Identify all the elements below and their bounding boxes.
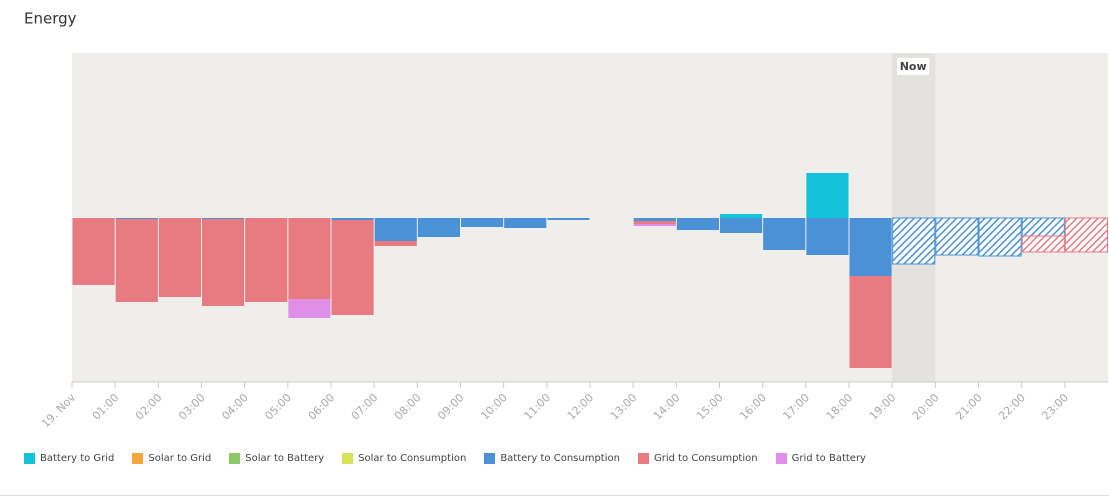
legend-item[interactable]: Grid to Consumption [637, 453, 758, 464]
bar [1064, 217, 1109, 253]
x-tick-label: 20:00 [910, 391, 942, 423]
x-tick-label: 01:00 [90, 391, 122, 423]
x-tick-label: 04:00 [219, 391, 251, 423]
bar [892, 217, 936, 265]
legend-label: Solar to Battery [245, 453, 325, 464]
legend-label: Battery to Consumption [500, 453, 620, 464]
legend-swatch [775, 453, 787, 464]
bar [806, 218, 849, 255]
legend-swatch [484, 453, 496, 464]
x-tick-label: 09:00 [435, 391, 467, 423]
now-label: Now [900, 60, 927, 73]
bar [1021, 235, 1065, 253]
bar [115, 219, 158, 302]
bar [202, 219, 245, 306]
bar [417, 218, 460, 237]
x-tick-label: 07:00 [349, 391, 381, 423]
legend-item[interactable]: Grid to Battery [775, 453, 866, 464]
bar [676, 218, 719, 230]
bar [245, 218, 288, 302]
bar [849, 276, 892, 368]
bar [288, 218, 331, 299]
legend: Battery to Grid Solar to Grid Solar to Bat… [24, 453, 866, 464]
bar [288, 299, 331, 318]
x-tick-label: 06:00 [306, 391, 338, 423]
chart-title: Energy [24, 10, 77, 28]
x-tick-label: 05:00 [262, 391, 294, 423]
x-tick-label: 22:00 [996, 391, 1028, 423]
legend-item[interactable]: Solar to Consumption [342, 453, 466, 464]
legend-swatch [342, 453, 354, 464]
bar [935, 217, 979, 256]
now-label-box [897, 58, 930, 75]
x-tick-label: 18:00 [824, 391, 856, 423]
legend-label: Solar to Grid [148, 453, 212, 464]
bar [374, 218, 417, 241]
x-tick-label: 14:00 [651, 391, 683, 423]
legend-item[interactable]: Battery to Consumption [484, 453, 620, 464]
bar [547, 218, 590, 220]
bar [633, 218, 676, 221]
bar [504, 218, 547, 228]
bar [331, 220, 374, 315]
x-tick-label: 02:00 [133, 391, 165, 423]
legend-label: Solar to Consumption [358, 453, 467, 464]
x-tick-label: 11:00 [521, 391, 553, 423]
bar [461, 218, 504, 227]
divider [0, 495, 1109, 496]
x-tick-label: 10:00 [478, 391, 510, 423]
legend-item[interactable]: Solar to Grid [132, 453, 211, 464]
bar [633, 224, 676, 226]
legend-item[interactable]: Battery to Grid [24, 453, 114, 464]
x-tick-label: 23:00 [1039, 391, 1071, 423]
legend-swatch [132, 453, 144, 464]
x-tick-label: 03:00 [176, 391, 208, 423]
x-tick-label: 13:00 [608, 391, 640, 423]
bar [720, 214, 763, 218]
chart: Energy Now 19. Nov 01:00 02:00 03:00 04:00 05:… [24, 10, 1109, 431]
bar [763, 218, 806, 250]
bar [115, 218, 158, 219]
x-tick-label: 19:00 [867, 391, 899, 423]
x-tick-label: 15:00 [694, 391, 726, 423]
bar [978, 217, 1022, 257]
legend-label: Grid to Battery [791, 453, 866, 464]
bar [72, 218, 115, 285]
bar [633, 221, 676, 224]
bar [158, 218, 201, 297]
legend-label: Grid to Consumption [653, 453, 758, 464]
x-tick-label: 19. Nov [39, 391, 79, 431]
bar [1021, 217, 1065, 237]
legend-swatch [637, 453, 649, 464]
bar [806, 173, 849, 218]
legend-swatch [24, 453, 35, 464]
bar [720, 218, 763, 233]
bar [849, 218, 892, 276]
legend-item[interactable]: Solar to Battery [229, 453, 324, 464]
legend-label: Battery to Grid [40, 453, 115, 464]
x-tick-label: 12:00 [565, 391, 597, 423]
bar [331, 218, 374, 220]
x-tick-label: 21:00 [953, 391, 985, 423]
x-tick-label: 16:00 [737, 391, 769, 423]
legend-swatch [229, 453, 241, 464]
bar [202, 218, 245, 219]
bar [374, 241, 417, 246]
x-tick-label: 08:00 [392, 391, 424, 423]
x-tick-label: 17:00 [780, 391, 812, 423]
